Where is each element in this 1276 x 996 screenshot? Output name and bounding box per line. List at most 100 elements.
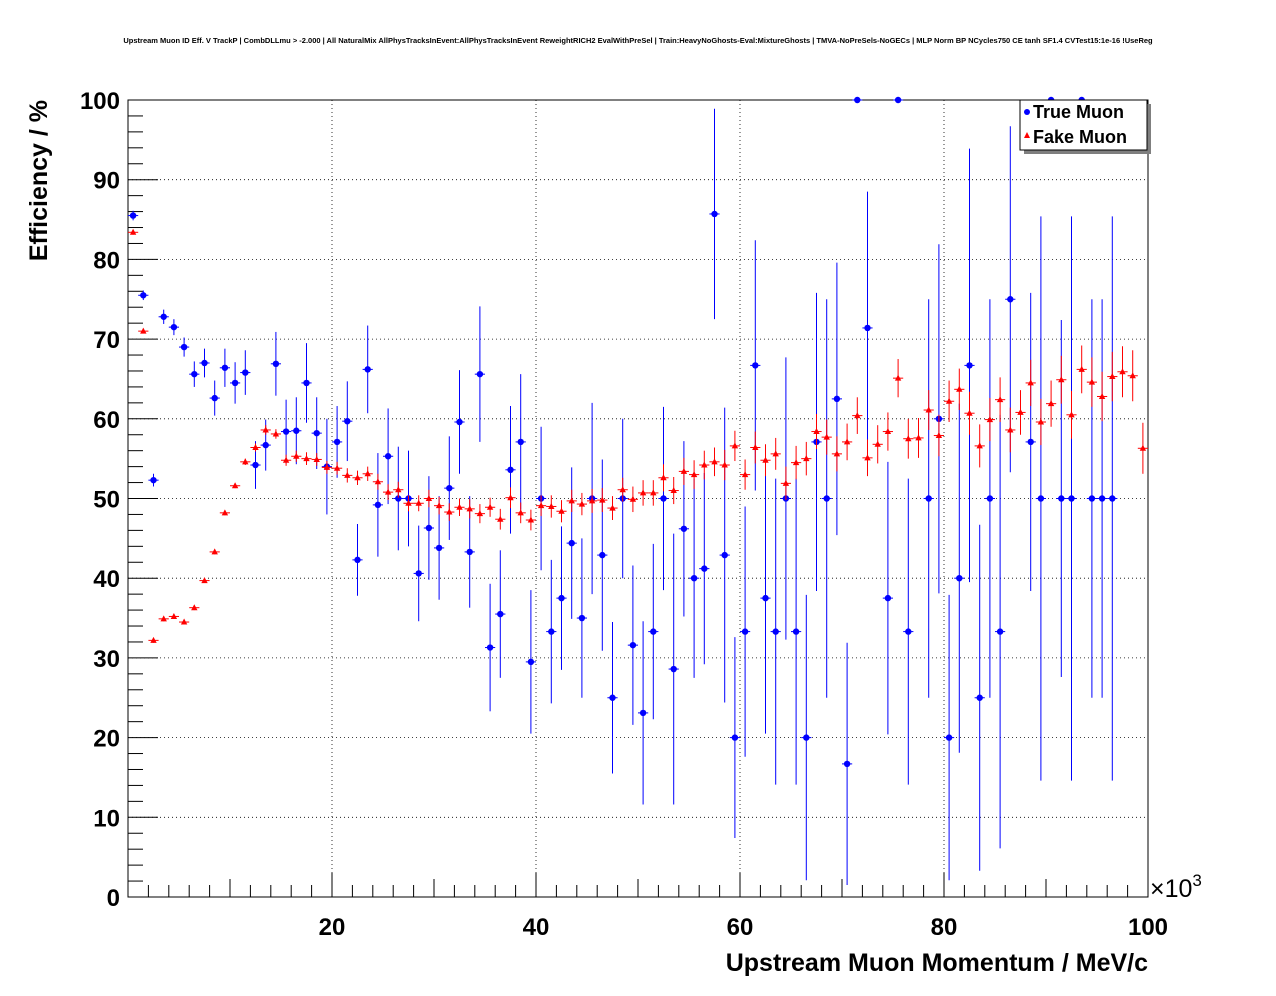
data-point (609, 504, 616, 511)
data-point (333, 464, 341, 471)
data-point (446, 508, 453, 515)
data-point (843, 760, 851, 768)
legend-box (1019, 99, 1148, 151)
data-point (568, 497, 575, 504)
data-point (680, 467, 688, 474)
data-point (446, 484, 453, 492)
data-point (282, 456, 290, 463)
data-point (1109, 373, 1116, 380)
data-point (170, 323, 178, 331)
data-point (425, 524, 433, 532)
legend-fake-muon-label: Fake Muon (1033, 127, 1127, 147)
data-point (833, 450, 841, 457)
data-point (323, 463, 331, 470)
data-point (466, 548, 473, 556)
data-point (874, 440, 881, 447)
y-tick-label: 70 (93, 327, 120, 354)
data-point (140, 327, 147, 334)
data-point (537, 502, 545, 509)
data-point (752, 362, 759, 369)
data-point (242, 369, 249, 376)
data-point (578, 500, 586, 507)
data-point (548, 628, 555, 635)
data-point (894, 374, 902, 381)
data-point (558, 594, 565, 602)
data-point (150, 636, 157, 643)
data-point (731, 442, 739, 449)
y-tick-label: 80 (93, 247, 120, 274)
data-point (517, 509, 524, 516)
data-point (803, 455, 810, 462)
data-point (476, 370, 484, 378)
data-point (772, 450, 779, 457)
data-point (996, 396, 1004, 403)
x-tick-label: 60 (727, 914, 754, 941)
chart-title: Upstream Muon ID Eff. V TrackP | CombDLL… (123, 36, 1153, 45)
data-point (303, 379, 310, 387)
data-point (741, 628, 749, 635)
data-point (150, 476, 157, 484)
data-point (976, 442, 983, 449)
data-point (1078, 365, 1085, 372)
data-point (792, 459, 800, 466)
legend-true-muon-marker (1024, 109, 1030, 115)
data-point (558, 507, 565, 514)
data-point (364, 470, 371, 477)
data-point (986, 495, 994, 502)
x-axis-title: Upstream Muon Momentum / MeV/c (726, 949, 1148, 977)
data-point (813, 428, 820, 435)
data-point (1007, 426, 1014, 433)
y-tick-label: 50 (93, 487, 120, 514)
data-point (915, 434, 922, 441)
data-point (497, 610, 504, 618)
data-point (1068, 495, 1075, 502)
x-multiplier-exponent: 3 (1192, 871, 1201, 890)
data-point (731, 734, 739, 741)
data-point (945, 397, 953, 404)
data-point (527, 658, 535, 666)
y-tick-label: 0 (107, 885, 120, 912)
data-point (629, 495, 637, 502)
data-point (792, 628, 800, 635)
data-point (1058, 495, 1065, 502)
data-point (180, 618, 188, 625)
data-point (313, 429, 320, 437)
data-point (894, 96, 902, 104)
data-point (650, 489, 657, 496)
data-point (670, 487, 677, 494)
data-point (303, 455, 310, 462)
data-point (701, 565, 708, 572)
data-point (415, 570, 422, 577)
data-point (680, 525, 688, 532)
data-point (262, 426, 269, 433)
x-tick-label: 20 (319, 914, 346, 941)
x-multiplier-base: ×10 (1150, 875, 1192, 903)
data-point (129, 228, 137, 235)
data-point (966, 409, 973, 416)
y-tick-label: 60 (93, 407, 120, 434)
data-point (384, 488, 392, 495)
data-point (752, 443, 759, 450)
data-point (293, 427, 300, 434)
x-tick-label: 40 (523, 914, 550, 941)
data-point (935, 432, 943, 439)
data-point (160, 615, 167, 622)
data-point (762, 594, 769, 602)
data-point (639, 709, 647, 717)
data-point (650, 628, 657, 635)
data-point (956, 575, 963, 582)
data-point (1109, 495, 1116, 502)
data-point (180, 343, 188, 351)
data-point (1088, 378, 1096, 385)
data-point (201, 359, 208, 367)
data-point (1047, 400, 1055, 407)
data-point (517, 438, 524, 446)
data-point (456, 418, 463, 426)
data-point (211, 548, 218, 555)
legend: True Muon Fake Muon (1019, 99, 1151, 154)
data-point (884, 594, 892, 602)
data-point (395, 486, 402, 493)
data-point (782, 479, 790, 486)
data-point (711, 210, 718, 218)
data-point (823, 495, 830, 502)
